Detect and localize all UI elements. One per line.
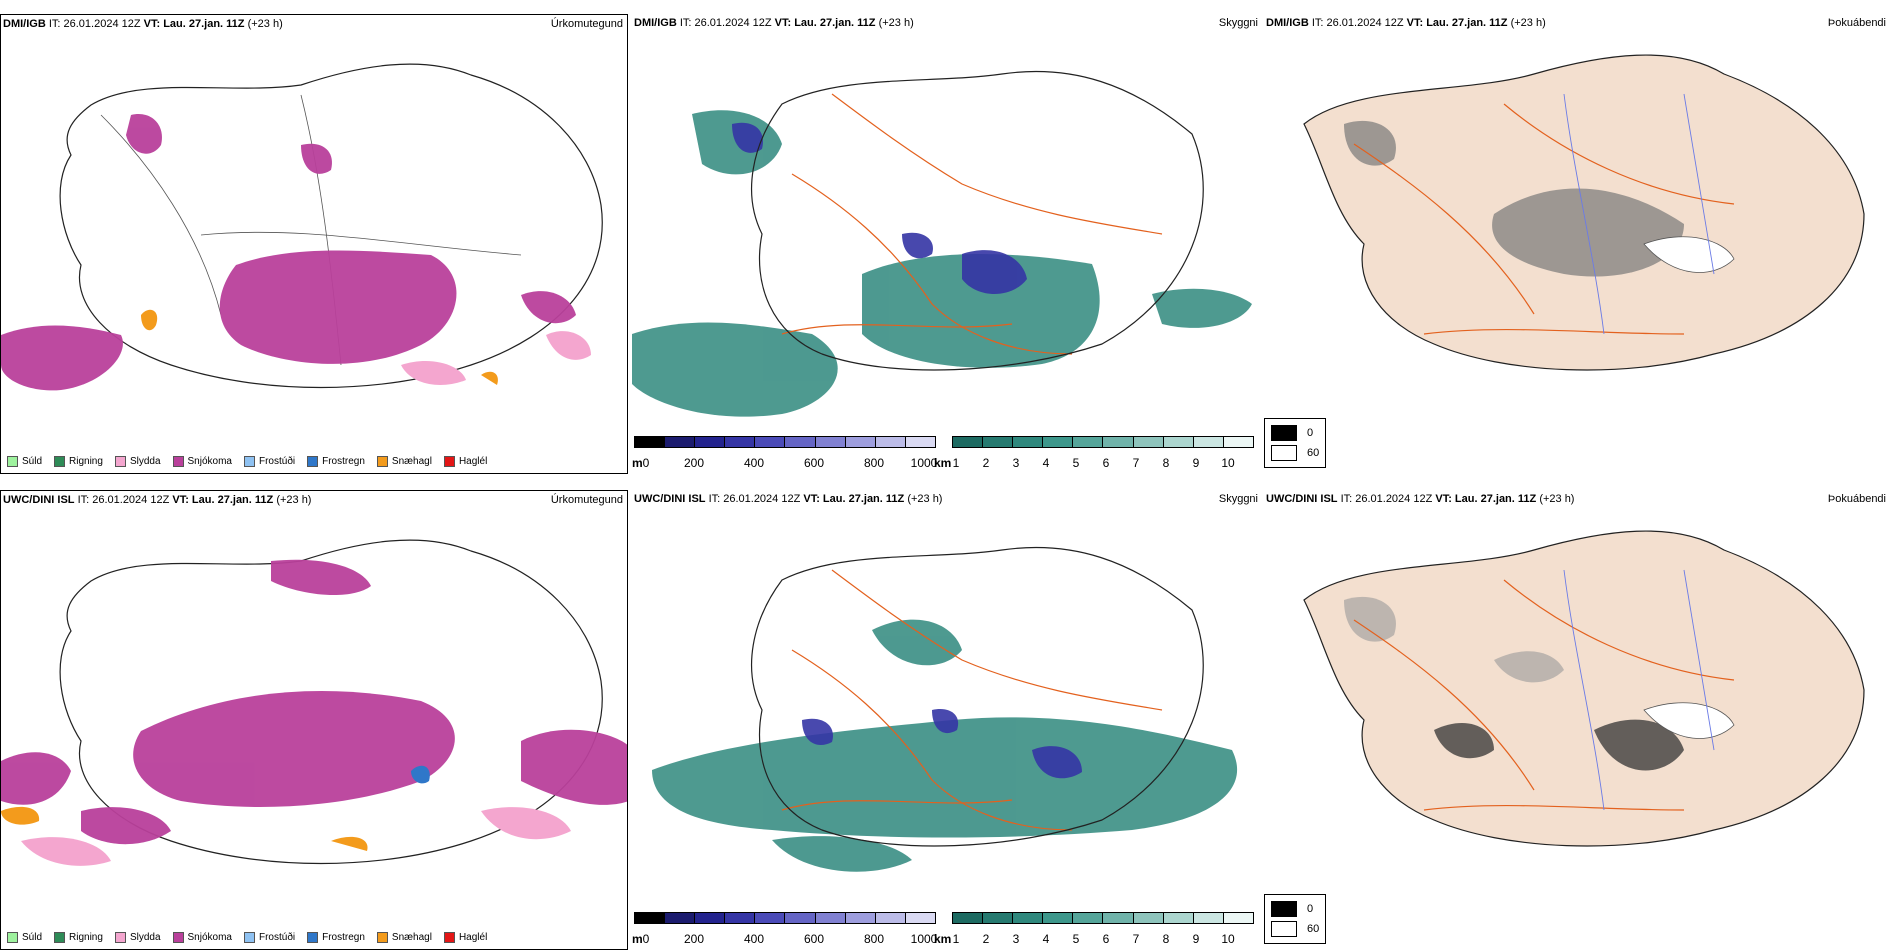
visibility-map [632, 71, 1252, 417]
legend-swatch-sleet [114, 456, 126, 467]
legend-swatch-freezing-rain [307, 456, 319, 467]
panel-precip-type-dmi: DMI/IGB IT: 26.01.2024 12Z VT: Lau. 27.j… [0, 14, 628, 474]
legend-swatch-snow-pellets [376, 932, 388, 943]
panel-header: DMI/IGB IT: 26.01.2024 12Z VT: Lau. 27.j… [3, 18, 283, 30]
legend-swatch-rain [54, 456, 66, 467]
precip-legend: Súld Rigning Slydda Snjókoma Frostúði Fr… [7, 456, 487, 467]
fog-map [1303, 530, 1865, 847]
legend-swatch-sleet [114, 932, 126, 943]
legend-swatch-drizzle [7, 932, 18, 943]
legend-swatch-drizzle [7, 456, 18, 467]
panel-title: Skyggni [1218, 17, 1258, 29]
precip-legend: Súld Rigning Slydda Snjókoma Frostúði Fr… [7, 932, 487, 943]
legend-item: Snæhagl [376, 932, 432, 943]
unit-km: km [934, 932, 952, 946]
legend-item: Súld [7, 932, 42, 943]
colorbar-meters [634, 912, 936, 924]
legend-item: Rigning [54, 932, 103, 943]
panel-precip-type-uwc: UWC/DINI ISL IT: 26.01.2024 12Z VT: Lau.… [0, 490, 628, 950]
legend-item: Haglél [443, 456, 487, 467]
km-ticks: 1 2 3 4 5 6 7 8 9 10 [952, 456, 1235, 470]
panel-fog-uwc: UWC/DINI ISL IT: 26.01.2024 12Z VT: Lau.… [1264, 490, 1892, 950]
legend-item: Frostregn [307, 932, 365, 943]
legend-item: Haglél [443, 932, 487, 943]
fog-map [1303, 54, 1865, 371]
panel-title: Úrkomutegund [550, 494, 623, 506]
panel-visibility-uwc: UWC/DINI ISL IT: 26.01.2024 12Z VT: Lau.… [632, 490, 1260, 950]
legend-swatch-snow-pellets [376, 456, 388, 467]
legend-item: Snæhagl [376, 456, 432, 467]
panel-title: Úrkomutegund [550, 18, 623, 30]
legend-item: Snjókoma [172, 456, 232, 467]
fog-legend-swatch-low [1271, 901, 1297, 917]
fog-legend-swatch-low [1271, 425, 1297, 441]
panel-header: DMI/IGB IT: 26.01.2024 12Z VT: Lau. 27.j… [634, 17, 914, 29]
fog-legend-swatch-high [1271, 445, 1297, 461]
legend-item: Súld [7, 456, 42, 467]
legend-item: Slydda [114, 932, 161, 943]
unit-km: km [934, 456, 952, 470]
legend-swatch-rain [54, 932, 66, 943]
precip-type-map [1, 63, 603, 391]
legend-item: Rigning [54, 456, 103, 467]
legend-swatch-hail [443, 932, 455, 943]
legend-swatch-snow [172, 456, 184, 467]
legend-swatch-hail [443, 456, 455, 467]
colorbar-meters [634, 436, 936, 448]
unit-m: m [632, 456, 643, 470]
legend-swatch-freezing-rain [307, 932, 319, 943]
panel-title: Skyggni [1218, 493, 1258, 505]
legend-item: Snjókoma [172, 932, 232, 943]
panel-title: Þokuábendi [1827, 493, 1886, 505]
legend-item: Frostúði [243, 456, 295, 467]
visibility-colorbar: m 0 200 400 600 800 1000 km 1 2 3 4 5 6 … [632, 434, 1260, 470]
visibility-colorbar: m 0 200 400 600 800 1000 km 1 2 3 4 5 6 … [632, 910, 1260, 946]
legend-swatch-freezing-drizzle [243, 456, 255, 467]
unit-m: m [632, 932, 643, 946]
m-ticks: 0 200 400 600 800 1000 [642, 932, 938, 946]
precip-type-map [1, 539, 627, 866]
km-ticks: 1 2 3 4 5 6 7 8 9 10 [952, 932, 1235, 946]
fog-legend: 0 60 [1264, 894, 1326, 944]
legend-item: Slydda [114, 456, 161, 467]
panel-title: Þokuábendi [1827, 17, 1886, 29]
legend-item: Frostregn [307, 456, 365, 467]
visibility-map [652, 547, 1238, 872]
panel-header: UWC/DINI ISL IT: 26.01.2024 12Z VT: Lau.… [3, 494, 312, 506]
panel-visibility-dmi: DMI/IGB IT: 26.01.2024 12Z VT: Lau. 27.j… [632, 14, 1260, 474]
m-ticks: 0 200 400 600 800 1000 [642, 456, 938, 470]
legend-item: Frostúði [243, 932, 295, 943]
colorbar-kilometers [952, 436, 1254, 448]
panel-header: UWC/DINI ISL IT: 26.01.2024 12Z VT: Lau.… [1266, 493, 1575, 505]
colorbar-kilometers [952, 912, 1254, 924]
panel-header: UWC/DINI ISL IT: 26.01.2024 12Z VT: Lau.… [634, 493, 943, 505]
legend-swatch-freezing-drizzle [243, 932, 255, 943]
panel-header: DMI/IGB IT: 26.01.2024 12Z VT: Lau. 27.j… [1266, 17, 1546, 29]
legend-swatch-snow [172, 932, 184, 943]
fog-legend-swatch-high [1271, 921, 1297, 937]
panel-fog-dmi: DMI/IGB IT: 26.01.2024 12Z VT: Lau. 27.j… [1264, 14, 1892, 474]
fog-legend: 0 60 [1264, 418, 1326, 468]
